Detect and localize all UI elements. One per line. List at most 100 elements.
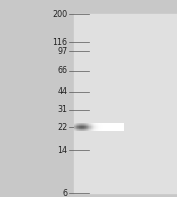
Bar [101,127,102,128]
Bar [77,126,78,127]
Bar [120,126,121,127]
Bar [114,123,115,124]
Bar [117,128,118,129]
Bar [88,130,89,131]
Bar [116,130,117,131]
Bar [103,126,104,127]
Bar [108,124,109,125]
Bar [119,127,120,128]
Bar [119,124,120,125]
Bar [102,127,103,128]
Bar [111,129,112,130]
Bar [74,123,75,124]
Bar [111,125,112,126]
Bar [118,123,119,124]
Bar [89,127,90,128]
Bar [115,124,116,125]
Bar [103,124,104,125]
Bar [78,123,79,124]
Bar [123,125,124,126]
Bar [102,126,103,127]
Bar [107,125,108,126]
Bar [123,124,124,125]
Bar [75,127,76,128]
Bar [98,130,99,131]
Bar [89,125,90,126]
Bar [80,127,81,128]
Bar [76,125,77,126]
Bar [111,124,112,125]
Bar [93,124,94,125]
Bar [93,129,94,130]
Bar [92,127,93,128]
Bar [75,128,76,129]
Bar [86,123,87,124]
Bar [103,123,104,124]
Bar [109,128,110,129]
Bar [87,123,88,124]
Bar [79,124,80,125]
Bar [110,127,111,128]
Bar [77,128,78,129]
Text: 44: 44 [57,87,67,96]
Bar [79,126,80,127]
Bar [95,123,96,124]
Bar [108,130,109,131]
Bar [85,127,86,128]
Bar [85,128,86,129]
Bar [106,126,107,127]
Bar [80,123,81,124]
Bar [102,129,103,130]
Bar [106,125,107,126]
Bar [89,124,90,125]
Bar [82,126,83,127]
Bar [85,129,86,130]
Bar [97,127,98,128]
Bar [100,123,101,124]
Bar [97,124,98,125]
Bar [76,127,77,128]
Bar [100,126,101,127]
Bar [81,127,82,128]
Bar [76,130,77,131]
Bar [80,124,81,125]
Bar [94,129,95,130]
Bar [112,129,113,130]
Bar [101,125,102,126]
Bar [88,124,89,125]
Bar [90,129,91,130]
Bar [91,127,92,128]
Bar [79,125,80,126]
Bar [122,127,123,128]
Bar [94,123,95,124]
Bar [101,124,102,125]
Bar [82,128,83,129]
Bar [102,124,103,125]
Bar [75,125,76,126]
Bar [100,127,101,128]
Bar [119,123,120,124]
Bar [85,124,86,125]
Bar [86,130,87,131]
Bar [99,127,100,128]
Bar [99,123,100,124]
Bar [104,130,105,131]
Bar [86,125,87,126]
Bar [105,126,106,127]
Bar [96,125,97,126]
Bar [88,125,89,126]
Bar [111,130,112,131]
Text: 31: 31 [57,105,67,114]
Bar [115,127,116,128]
Bar [77,130,78,131]
Bar [101,128,102,129]
Text: 116: 116 [52,38,67,47]
Bar [95,125,96,126]
Bar [113,124,114,125]
Bar [94,130,95,131]
Bar [115,123,116,124]
Bar [115,130,116,131]
Bar [117,125,118,126]
Bar [120,125,121,126]
Bar [108,129,109,130]
